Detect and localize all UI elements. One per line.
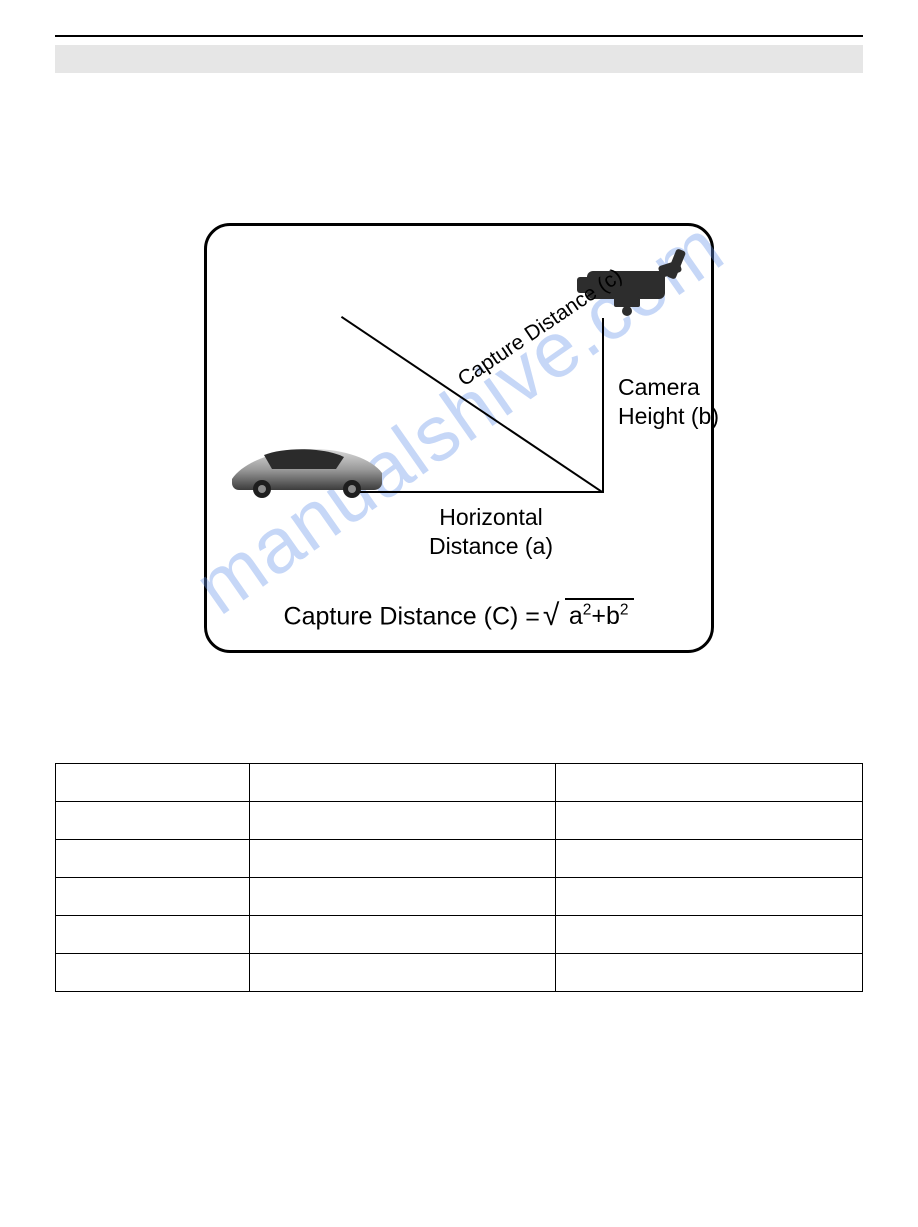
table-cell [556, 764, 863, 802]
car-icon [224, 443, 389, 498]
formula-plus: + [591, 602, 606, 630]
table-cell [249, 840, 556, 878]
triangle-vertical [602, 318, 604, 493]
horizontal-distance-label: Horizontal Distance (a) [429, 503, 553, 561]
table-cell [556, 840, 863, 878]
table-row [56, 840, 863, 878]
camera-height-label: Camera Height (b) [618, 373, 719, 431]
table-cell [249, 916, 556, 954]
table-cell [556, 916, 863, 954]
table-intro-area [55, 693, 863, 753]
table-row [56, 764, 863, 802]
table-row [56, 802, 863, 840]
table-cell [56, 764, 250, 802]
table-cell [56, 878, 250, 916]
intro-paragraph-area [55, 103, 863, 203]
table-cell [56, 954, 250, 992]
table-cell [556, 954, 863, 992]
table-cell [249, 878, 556, 916]
horizontal-distance-label-line2: Distance (a) [429, 533, 553, 559]
distance-table [55, 763, 863, 992]
table-cell [556, 878, 863, 916]
formula-b: b [606, 602, 620, 630]
table-cell [249, 802, 556, 840]
table-cell [56, 840, 250, 878]
header-rule [55, 35, 863, 37]
table-cell [249, 954, 556, 992]
table-cell [56, 916, 250, 954]
capture-distance-figure: manualshive.com Capture Distance (c) Cam… [204, 223, 714, 653]
formula-sqrt: a2+b2 [547, 602, 635, 631]
table-cell [56, 802, 250, 840]
horizontal-distance-label-line1: Horizontal [439, 504, 543, 530]
table-cell [556, 802, 863, 840]
formula-a: a [569, 602, 583, 630]
table-cell [249, 764, 556, 802]
camera-height-label-line1: Camera [618, 374, 700, 400]
camera-height-label-line2: Height (b) [618, 403, 719, 429]
section-heading-bar [55, 45, 863, 73]
formula-lhs: Capture Distance (C) = [284, 602, 547, 630]
table-row [56, 878, 863, 916]
table-row [56, 916, 863, 954]
capture-distance-formula: Capture Distance (C) = a2+b2 [204, 602, 714, 631]
table-row [56, 954, 863, 992]
